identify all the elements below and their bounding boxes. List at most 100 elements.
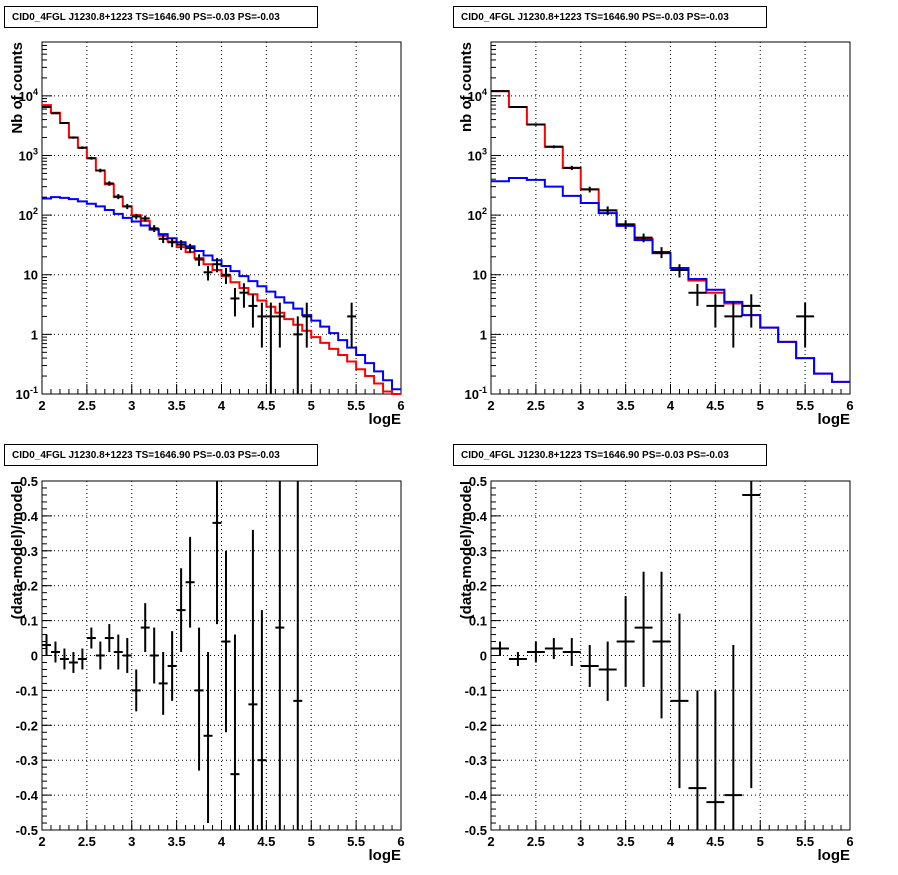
x-tick-label: 2.5 — [78, 834, 96, 849]
data-point — [50, 112, 60, 115]
y-tick-label: -0.1 — [465, 683, 487, 698]
data-point — [347, 302, 357, 348]
y-tick-label: -0.5 — [465, 823, 487, 838]
data-point — [616, 220, 635, 230]
x-tick-label: 2 — [38, 398, 45, 413]
data-point — [293, 316, 303, 394]
data-point — [158, 235, 168, 244]
x-tick-label: 5 — [308, 398, 315, 413]
x-tick-label: 3.5 — [168, 834, 186, 849]
x-axis-title: logE — [818, 411, 851, 428]
data-point — [634, 233, 653, 243]
x-tick-label: 3 — [577, 834, 584, 849]
data-point — [230, 634, 240, 830]
data-point — [77, 146, 87, 150]
x-tick-label: 3.5 — [168, 398, 186, 413]
data-point — [508, 106, 527, 109]
data-point — [221, 267, 231, 284]
data-point — [42, 634, 51, 656]
data-point — [670, 613, 689, 789]
y-tick-label: 0.2 — [20, 579, 38, 594]
data-point — [68, 136, 78, 139]
data-point — [194, 627, 204, 771]
x-tick-label: 4.5 — [706, 398, 724, 413]
data-point — [167, 631, 177, 701]
data-point — [212, 481, 222, 625]
data-point — [724, 302, 743, 348]
x-tick-label: 2 — [487, 834, 494, 849]
x-tick-label: 3 — [128, 398, 135, 413]
panel-title-top-left: CID0_4FGL J1230.8+1223 TS=1646.90 PS=-0.… — [4, 6, 318, 28]
data-point — [491, 90, 509, 93]
x-tick-label: 5 — [308, 834, 315, 849]
data-point — [526, 123, 545, 126]
x-tick-label: 4.5 — [257, 834, 275, 849]
data-point — [598, 641, 617, 701]
x-tick-label: 5.5 — [796, 398, 814, 413]
y-tick-label: 1 — [31, 327, 38, 342]
data-point — [167, 238, 177, 248]
y-axis-title: nb of counts — [458, 42, 475, 132]
x-tick-label: 2.5 — [78, 398, 96, 413]
y-tick-label: 0.3 — [469, 544, 487, 559]
x-tick-label: 4 — [667, 834, 675, 849]
x-tick-label: 3 — [577, 398, 584, 413]
data-point — [185, 243, 195, 254]
data-point — [652, 571, 671, 719]
data-point — [50, 641, 60, 663]
x-tick-label: 3 — [128, 834, 135, 849]
data-point — [257, 302, 267, 348]
data-point — [203, 266, 213, 281]
y-tick-label: 102 — [468, 206, 487, 223]
series-step-line — [42, 104, 401, 395]
data-point — [598, 206, 617, 216]
data-point — [526, 641, 545, 663]
data-point — [634, 571, 653, 687]
data-point — [706, 690, 725, 830]
data-point — [239, 283, 249, 308]
data-point — [508, 652, 527, 666]
data-point — [95, 168, 105, 173]
data-point — [86, 156, 96, 160]
x-tick-label: 5.5 — [347, 398, 365, 413]
data-point — [140, 603, 150, 653]
y-tick-label: 103 — [19, 146, 38, 163]
data-point — [158, 652, 168, 715]
data-point — [796, 302, 815, 348]
data-point — [194, 254, 204, 267]
data-point — [86, 627, 96, 649]
x-tick-label: 3.5 — [617, 398, 635, 413]
data-point — [275, 481, 285, 830]
data-point — [95, 641, 105, 670]
y-tick-label: 0.4 — [20, 509, 39, 524]
x-tick-label: 5 — [757, 398, 764, 413]
data-point — [59, 122, 69, 125]
x-tick-label: 4 — [218, 834, 226, 849]
data-point — [68, 652, 78, 673]
data-point — [688, 690, 707, 830]
x-tick-label: 4.5 — [257, 398, 275, 413]
data-point — [131, 213, 141, 220]
data-point — [113, 194, 123, 200]
data-point — [266, 302, 276, 394]
data-point — [149, 225, 159, 233]
y-tick-label: 103 — [468, 146, 487, 163]
data-point — [221, 550, 231, 733]
data-point — [670, 264, 689, 278]
y-tick-label: 0.2 — [469, 579, 487, 594]
data-point — [302, 302, 312, 348]
y-tick-label: -0.5 — [16, 823, 38, 838]
data-point — [230, 287, 240, 317]
y-tick-label: -0.4 — [465, 788, 488, 803]
data-point — [688, 283, 707, 306]
series-step-line — [42, 196, 401, 391]
panel-title-bottom-right: CID0_4FGL J1230.8+1223 TS=1646.90 PS=-0.… — [453, 444, 767, 466]
x-tick-label: 5.5 — [796, 834, 814, 849]
data-point — [580, 186, 599, 193]
y-tick-label: 10 — [473, 268, 487, 283]
x-tick-label: 6 — [846, 398, 853, 413]
data-point — [77, 648, 87, 670]
x-tick-label: 6 — [846, 834, 853, 849]
data-point — [122, 203, 132, 210]
y-tick-label: -0.1 — [16, 683, 38, 698]
